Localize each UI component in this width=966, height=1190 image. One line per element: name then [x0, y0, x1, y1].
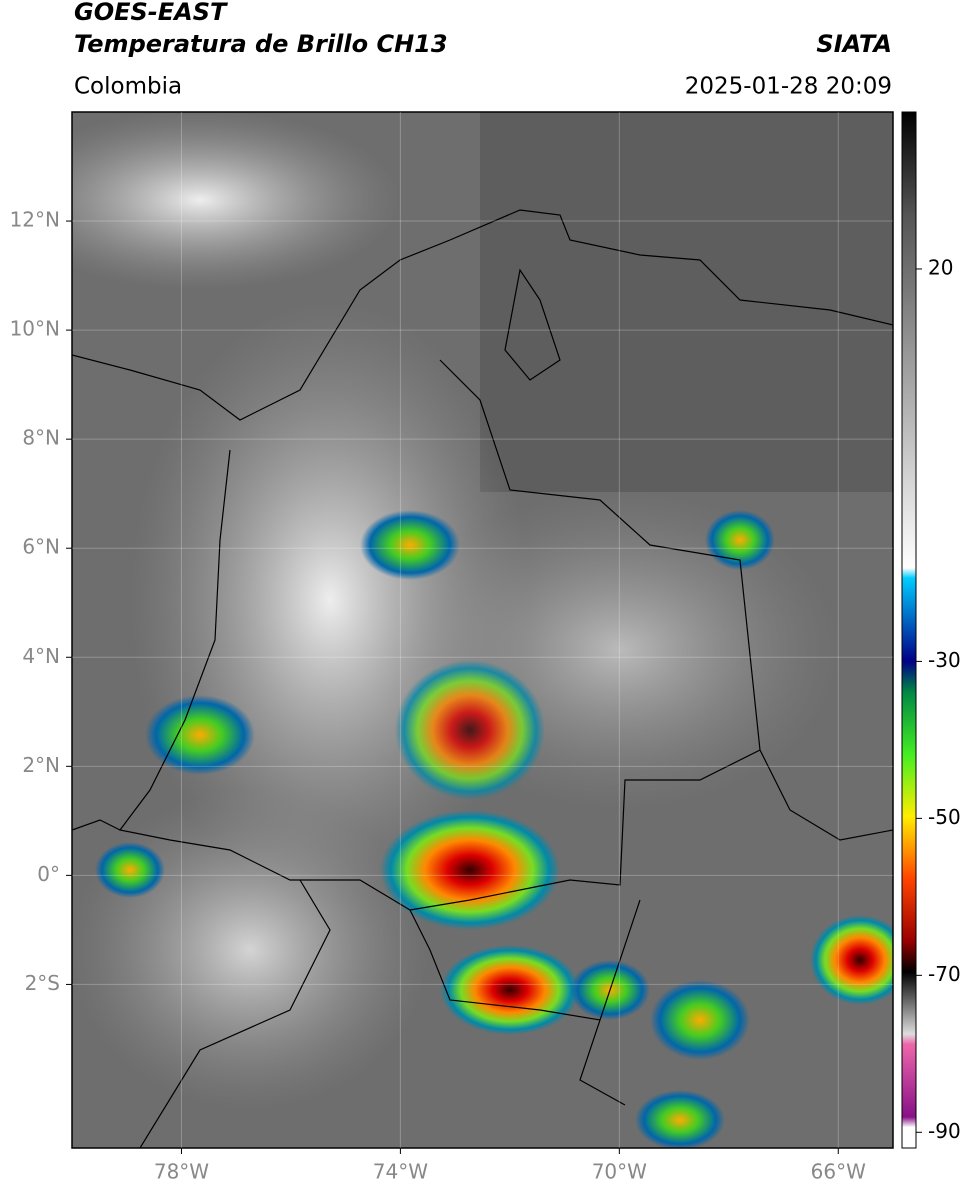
lon-label: 70°W [592, 1160, 647, 1184]
lat-label: 4°N [22, 644, 60, 668]
imagery [72, 112, 893, 1148]
lat-label: 2°N [22, 753, 60, 777]
datetime: 2025-01-28 20:09 [685, 74, 892, 100]
source: SIATA [816, 30, 892, 58]
lat-label: 2°S [25, 971, 60, 995]
region: Colombia [74, 74, 182, 100]
lat-label: 12°N [10, 208, 60, 232]
lat-label: 6°N [22, 535, 60, 559]
lat-label: 0° [37, 862, 60, 886]
lat-label: 10°N [10, 317, 60, 341]
lon-label: 78°W [154, 1160, 209, 1184]
colorbar-label: -30 [928, 648, 961, 672]
colorbar-label: -50 [928, 805, 961, 829]
colorbar-label: -70 [928, 962, 961, 986]
lat-label: 8°N [22, 426, 60, 450]
lon-label: 66°W [811, 1160, 866, 1184]
colorbar-label: -90 [928, 1119, 961, 1143]
colorbar-label: 20 [928, 255, 953, 279]
colorbar [901, 111, 917, 1149]
map-frame [71, 111, 894, 1149]
lon-label: 74°W [373, 1160, 428, 1184]
product: Temperatura de Brillo CH13 [74, 30, 448, 58]
satellite: GOES-EAST [74, 0, 228, 26]
